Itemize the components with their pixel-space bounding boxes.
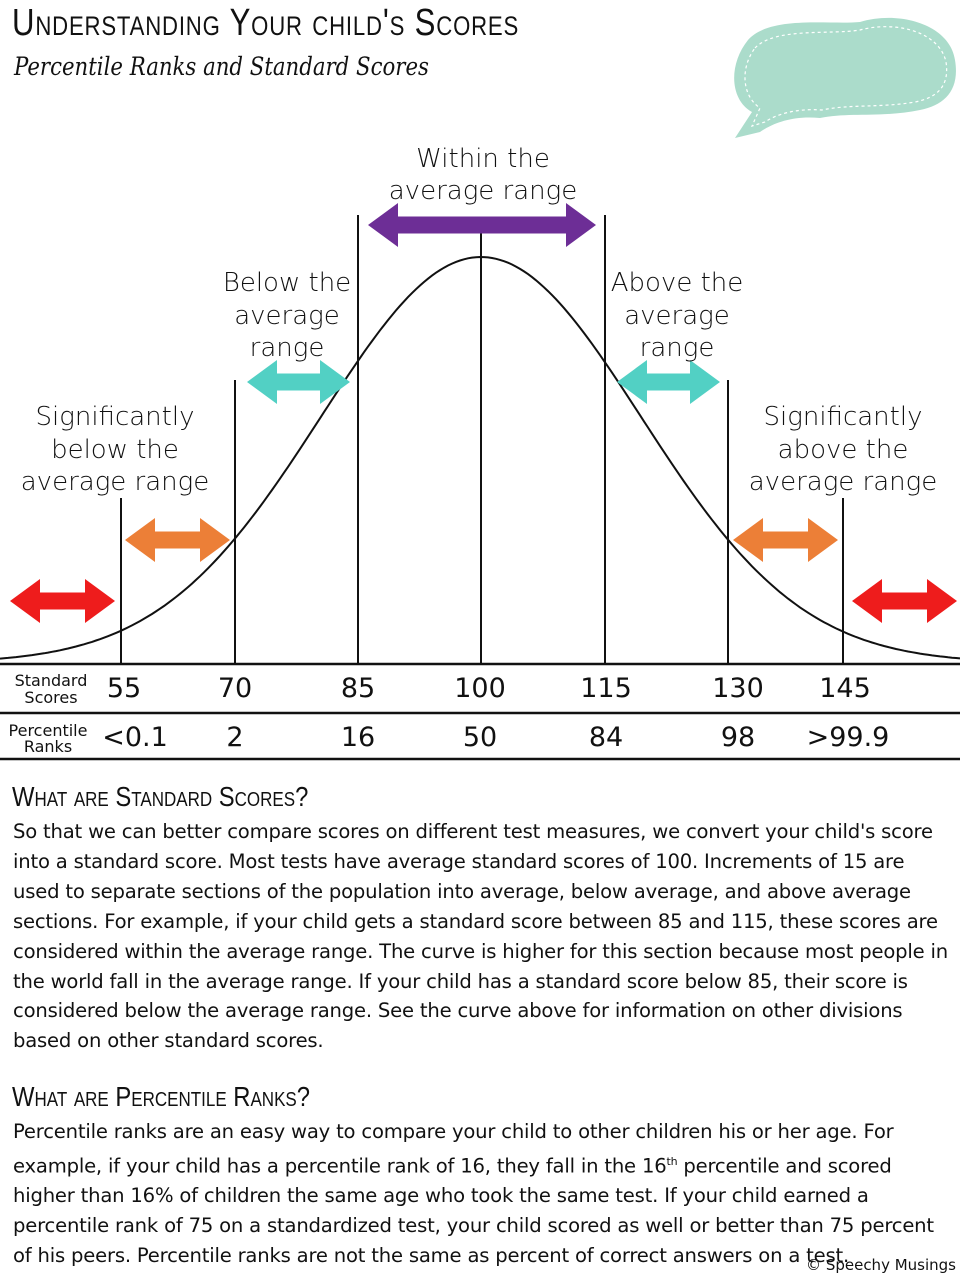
page-subtitle: Percentile Ranks and Standard Scores	[14, 52, 429, 81]
standard-scores-row-label: Standard Scores	[15, 671, 88, 707]
percentile-rank-value: >99.9	[807, 722, 890, 753]
standard-scores-text: So that we can better compare scores on …	[13, 820, 948, 1053]
percentile-ranks-heading: What are Percentile Ranks?	[12, 1081, 311, 1112]
sig-below-arrow-icon	[10, 579, 115, 623]
within-arrow-icon	[368, 203, 596, 247]
percentile-rank-value: 84	[589, 722, 623, 753]
below-range-label: Below the average range	[223, 268, 351, 363]
copyright: © Speechy Musings	[806, 1256, 956, 1274]
standard-score-value: 115	[580, 673, 632, 704]
percentile-ranks-text: Percentile ranks are an easy way to comp…	[13, 1120, 934, 1268]
above-arrow-icon	[617, 360, 720, 404]
standard-score-value: 145	[819, 673, 871, 704]
below-left-arrow-icon	[125, 518, 230, 562]
percentile-rank-value: 16	[341, 722, 375, 753]
below-arrow-icon	[247, 360, 350, 404]
sig-above-arrow-icon	[852, 579, 957, 623]
percentile-ranks-row-label: Percentile Ranks	[9, 721, 88, 756]
percentile-rank-value: 2	[226, 722, 243, 753]
sig-above-range-label: Significantly above the average range	[749, 402, 938, 497]
standard-score-value: 55	[107, 673, 141, 704]
speech-bubble-icon	[734, 17, 956, 138]
standard-score-value: 130	[712, 673, 764, 704]
sig-below-range-label: Significantly below the average range	[21, 402, 210, 497]
page-title: Understanding Your child's Scores	[12, 2, 520, 44]
above-range-label: Above the average range	[611, 268, 744, 363]
standard-score-value: 85	[341, 673, 375, 704]
within-range-label: Within the average range	[389, 144, 578, 206]
percentile-rank-value: 98	[721, 722, 755, 753]
bell-curve-diagram: Within the average range Below the average…	[0, 17, 960, 761]
above-right-arrow-icon	[733, 518, 838, 562]
standard-score-value: 100	[454, 673, 506, 704]
percentile-rank-value: <0.1	[102, 722, 168, 753]
standard-scores-heading: What are Standard Scores?	[12, 781, 309, 812]
standard-score-value: 70	[218, 673, 252, 704]
percentile-rank-value: 50	[463, 722, 497, 753]
